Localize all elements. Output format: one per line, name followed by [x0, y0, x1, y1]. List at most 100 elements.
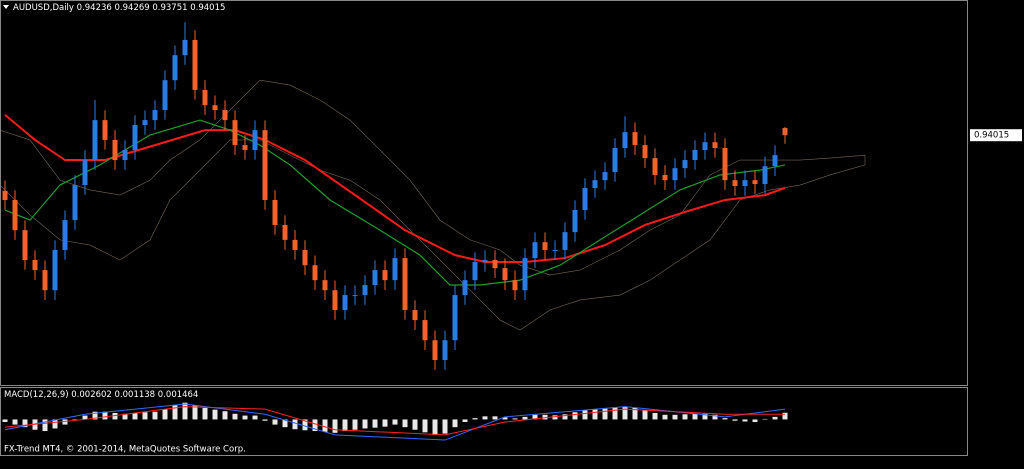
macd-bar	[562, 414, 568, 420]
candle-body	[582, 187, 588, 211]
macd-bar	[492, 416, 498, 420]
candle-body	[492, 260, 498, 269]
candle-body	[302, 249, 308, 266]
macd-bar	[232, 413, 238, 420]
macd-bar	[722, 418, 728, 420]
candle-body	[542, 242, 548, 250]
macd-bar	[172, 405, 178, 420]
candle-body	[392, 258, 398, 281]
candle-body	[272, 199, 278, 225]
macd-bar	[192, 405, 198, 420]
candle-body	[92, 120, 98, 161]
candle-body	[352, 295, 358, 297]
cloud-layer	[0, 79, 866, 331]
macd-bar	[732, 419, 738, 421]
candle-body	[422, 320, 428, 341]
candle-body	[32, 260, 38, 271]
candle-body	[402, 258, 408, 311]
candle-body	[672, 168, 678, 181]
candle-body	[432, 340, 438, 361]
candle-body	[732, 180, 738, 187]
macd-bar	[772, 416, 778, 420]
candle-body	[702, 142, 708, 150]
macd-bar	[542, 414, 548, 420]
macd-header: MACD(12,26,9) 0.002602 0.001138 0.001464	[4, 390, 198, 400]
candle-body	[12, 199, 18, 231]
macd-bar	[92, 411, 98, 420]
macd-bar	[782, 412, 788, 420]
macd-bar	[552, 415, 558, 420]
candle-body	[332, 290, 338, 311]
macd-bar	[262, 419, 268, 421]
macd-bar	[642, 410, 648, 420]
candle-body	[662, 174, 668, 181]
candle-body	[522, 258, 528, 291]
candle-body	[112, 139, 118, 161]
candle-body	[462, 280, 468, 296]
candle-body	[312, 265, 318, 281]
high-readout: 0.94269	[115, 3, 150, 13]
candle-body	[42, 270, 48, 291]
macd-bar	[302, 419, 308, 431]
macd-bar	[692, 413, 698, 420]
macd-bar	[482, 416, 488, 420]
macd-bar	[352, 419, 358, 430]
menu-triangle[interactable]	[3, 5, 9, 9]
macd-bar	[472, 418, 478, 420]
candle-body	[752, 180, 758, 185]
macd-bar	[72, 419, 78, 420]
macd-bar	[672, 414, 678, 420]
candle-body	[502, 268, 508, 281]
macd-bar	[452, 419, 458, 428]
macd-bar	[102, 411, 108, 420]
macd-bar	[282, 419, 288, 428]
macd-bar	[662, 414, 668, 420]
macd-bar	[292, 419, 298, 430]
candle-body	[252, 130, 258, 150]
candle-body	[382, 270, 388, 281]
macd-bar	[182, 402, 188, 420]
candle-body	[772, 155, 778, 167]
close-readout: 0.94015	[190, 3, 225, 13]
candle-body	[622, 132, 628, 149]
macd-bar	[372, 419, 378, 428]
macd-bar	[222, 411, 228, 420]
candle-body	[102, 120, 108, 140]
macd-bar	[392, 419, 398, 425]
macd-bar	[342, 419, 348, 432]
macd-bar	[362, 419, 368, 429]
macd-bar	[762, 418, 768, 420]
candle-body	[142, 120, 148, 125]
moving-average	[4, 114, 786, 263]
footer: FX-Trend MT4, © 2001-2014, MetaQuotes So…	[4, 445, 246, 455]
macd-bar	[2, 419, 8, 423]
candle-body	[682, 160, 688, 169]
symbol: AUDUSD,Daily	[13, 3, 74, 13]
macd-layer	[2, 402, 788, 441]
candle-body	[572, 210, 578, 233]
candle-body	[2, 190, 8, 200]
candle-body	[562, 232, 568, 250]
candle-body	[322, 280, 328, 291]
macd-bar	[412, 419, 418, 430]
macd-bar	[702, 413, 708, 420]
macd-bar	[682, 414, 688, 420]
candle-body	[82, 160, 88, 186]
candle-body	[602, 172, 608, 181]
candle-body	[532, 242, 538, 259]
macd-bar	[252, 415, 258, 420]
candle-body	[212, 105, 218, 111]
candle-body	[232, 120, 238, 146]
price-tag	[970, 129, 1022, 142]
candle-body	[52, 249, 58, 291]
macd-bar	[22, 419, 28, 428]
candle-body	[652, 158, 658, 175]
candle-body	[72, 185, 78, 221]
candle-body	[632, 132, 638, 146]
candle-body	[412, 310, 418, 321]
macd-bar	[312, 419, 318, 432]
macd-bar	[592, 409, 598, 420]
